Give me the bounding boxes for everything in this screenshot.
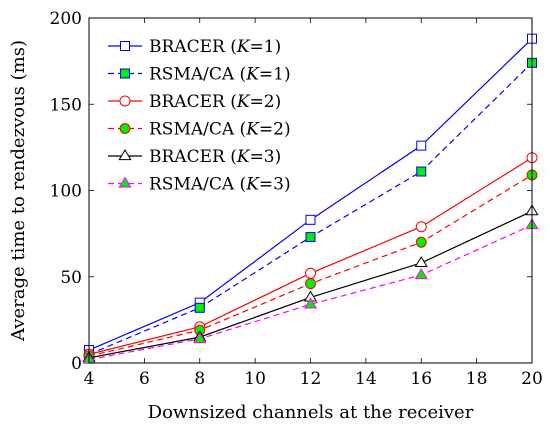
- data-layer: [82, 33, 539, 364]
- series-6: [82, 218, 539, 364]
- x-tick-label: 10: [244, 369, 266, 389]
- y-tick-label: 0: [71, 354, 82, 374]
- y-axis-label: Average time to rendezvous (ms): [8, 40, 29, 342]
- legend: BRACER (K=1) RSMA/CA (K=1) BRACER (K=2) RSM…: [108, 37, 291, 195]
- data-point: [305, 267, 316, 279]
- y-tick-label: 50: [60, 268, 82, 288]
- data-point: [305, 232, 316, 243]
- legend-marker: [118, 176, 132, 188]
- legend-marker: [120, 41, 130, 51]
- x-tick-label: 16: [410, 369, 432, 389]
- data-point: [194, 302, 205, 313]
- data-point: [415, 221, 427, 233]
- data-point: [416, 166, 427, 177]
- legend-entry: BRACER (K=2): [108, 92, 281, 112]
- data-point: [305, 214, 316, 225]
- series-line: [88, 174, 533, 357]
- y-tick-label: 100: [50, 182, 82, 202]
- legend-label: BRACER (K=3): [149, 147, 281, 167]
- legend-marker: [119, 123, 131, 134]
- data-point: [415, 236, 427, 248]
- legend-label: RSMA/CA (K=3): [149, 175, 291, 195]
- x-axis-label: Downsized channels at the receiver: [148, 402, 474, 423]
- data-point: [305, 278, 316, 290]
- legend-entry: RSMA/CA (K=3): [108, 175, 291, 195]
- x-tick-label: 6: [139, 369, 150, 389]
- legend-label: RSMA/CA (K=1): [149, 65, 291, 85]
- series-4: [83, 169, 538, 362]
- y-tick-label: 200: [50, 9, 82, 29]
- data-point: [303, 297, 318, 309]
- legend-label: RSMA/CA (K=2): [149, 120, 291, 140]
- data-point: [416, 140, 427, 151]
- data-point: [414, 255, 428, 268]
- legend-entry: RSMA/CA (K=2): [108, 120, 291, 140]
- series-line: [88, 224, 533, 361]
- legend-marker: [120, 68, 130, 79]
- legend-marker: [119, 95, 131, 107]
- legend-label: BRACER (K=1): [149, 37, 281, 57]
- x-tick-label: 14: [355, 369, 377, 389]
- data-point: [193, 331, 207, 343]
- data-point: [414, 268, 428, 280]
- legend-marker: [118, 149, 132, 161]
- legend-label: BRACER (K=2): [149, 92, 281, 112]
- legend-entry: BRACER (K=3): [108, 147, 281, 167]
- x-tick-label: 20: [521, 369, 543, 389]
- y-tick-label: 150: [50, 95, 82, 115]
- legend-entry: RSMA/CA (K=1): [108, 65, 291, 85]
- legend-entry: BRACER (K=1): [108, 37, 281, 57]
- x-tick-label: 12: [300, 369, 322, 389]
- x-tick-label: 4: [84, 369, 95, 389]
- x-tick-label: 8: [194, 369, 205, 389]
- x-tick-label: 18: [466, 369, 488, 389]
